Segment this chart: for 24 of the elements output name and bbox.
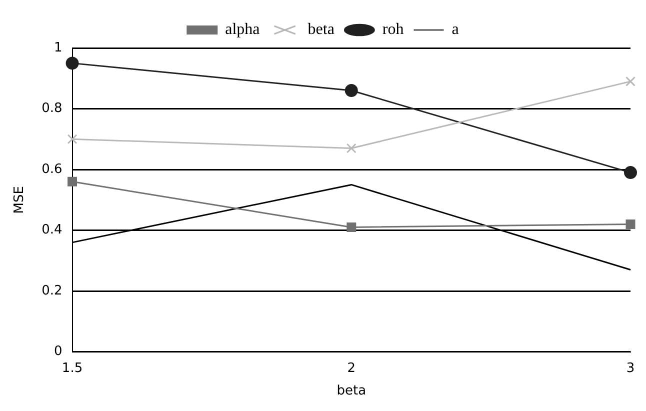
legend-label: a [452,21,459,38]
y-tick-label: 0.8 [42,101,62,116]
y-tick-label: 0 [54,344,62,360]
x-tick-label: 1.5 [62,360,83,376]
legend-label: roh [382,21,404,38]
point [626,76,636,86]
y-axis-title: MSE [12,186,28,214]
point [346,222,356,232]
y-tick-label: 0.6 [42,162,62,177]
point [66,56,79,70]
point [68,176,78,186]
point [344,84,358,98]
x-tick-label: 2 [347,360,356,376]
point [67,134,78,144]
point [624,166,637,180]
legend-label: beta [308,21,334,38]
legend-label: alpha [225,21,260,38]
x-axis-title: beta [336,384,366,399]
y-tick-label: 0.4 [42,222,62,238]
point [626,219,636,229]
point [346,143,356,154]
x-tick-label: 3 [626,360,635,376]
y-tick-label: 1 [54,40,62,56]
y-tick-label: 0.2 [42,283,62,298]
